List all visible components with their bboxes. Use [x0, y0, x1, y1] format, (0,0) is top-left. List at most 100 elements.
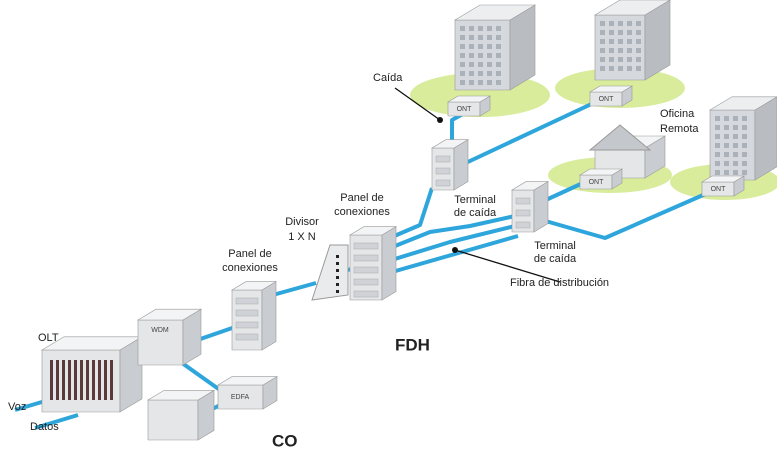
port-column — [110, 360, 113, 400]
ont-label: ONT — [711, 186, 727, 193]
splitter — [312, 245, 348, 300]
callout: Panel de — [340, 192, 383, 204]
window — [636, 48, 641, 53]
callout: Divisor — [285, 216, 319, 228]
port-column — [50, 360, 53, 400]
drop-terminal — [512, 182, 548, 232]
section-label: CO — [272, 431, 298, 450]
callout: conexiones — [222, 262, 278, 274]
ont: ONT — [702, 176, 744, 196]
window — [609, 57, 614, 62]
window — [715, 152, 720, 157]
window — [627, 66, 632, 71]
window — [733, 116, 738, 121]
port-column — [80, 360, 83, 400]
edfa: EDFA — [218, 377, 277, 409]
ont-label: ONT — [599, 96, 615, 103]
face — [534, 182, 548, 232]
slot — [236, 334, 258, 340]
window — [496, 71, 501, 76]
port-column — [62, 360, 65, 400]
ont-label: ONT — [457, 106, 473, 113]
callout: Terminal — [454, 194, 496, 206]
window — [636, 66, 641, 71]
slot — [354, 267, 378, 273]
drop-terminal — [432, 140, 468, 190]
ont: ONT — [590, 86, 632, 106]
window — [715, 116, 720, 121]
port-column — [92, 360, 95, 400]
callout: Panel de — [228, 248, 271, 260]
window — [627, 48, 632, 53]
splitter-port — [336, 262, 339, 265]
window — [724, 152, 729, 157]
window — [609, 39, 614, 44]
window — [733, 125, 738, 130]
window — [724, 161, 729, 166]
window — [609, 48, 614, 53]
building — [455, 5, 535, 90]
window — [478, 35, 483, 40]
device-label: EDFA — [231, 394, 250, 401]
window — [460, 62, 465, 67]
ont: ONT — [580, 169, 622, 189]
input-label: Datos — [30, 421, 59, 433]
face — [262, 282, 276, 350]
window — [715, 170, 720, 175]
callout: 1 X N — [288, 231, 316, 243]
window — [469, 62, 474, 67]
shape — [452, 247, 458, 253]
callout: Oficina — [660, 108, 695, 120]
window — [600, 21, 605, 26]
window — [715, 161, 720, 166]
splitter-port — [336, 255, 339, 258]
slot — [436, 168, 450, 174]
splitter-port — [336, 283, 339, 286]
slot — [354, 291, 378, 297]
window — [478, 26, 483, 31]
window — [733, 134, 738, 139]
window — [469, 71, 474, 76]
ont: ONT — [448, 96, 490, 116]
window — [742, 161, 747, 166]
window — [636, 21, 641, 26]
window — [724, 116, 729, 121]
window — [627, 21, 632, 26]
window — [733, 143, 738, 148]
port-column — [74, 360, 77, 400]
callout: de caída — [534, 253, 577, 265]
window — [469, 80, 474, 85]
shape — [437, 117, 443, 123]
callout: Fibra de distribución — [510, 277, 609, 289]
window — [487, 53, 492, 58]
window — [460, 71, 465, 76]
callout: de caída — [454, 207, 497, 219]
window — [600, 30, 605, 35]
port-column — [86, 360, 89, 400]
building — [595, 0, 670, 80]
window — [496, 35, 501, 40]
callout: Terminal — [534, 240, 576, 252]
window — [478, 53, 483, 58]
window — [487, 35, 492, 40]
window — [496, 44, 501, 49]
port-column — [56, 360, 59, 400]
olt — [42, 337, 142, 412]
face — [755, 97, 777, 180]
window — [469, 44, 474, 49]
window — [600, 66, 605, 71]
slot — [516, 198, 530, 204]
slot — [516, 222, 530, 228]
face — [148, 400, 198, 440]
window — [496, 26, 501, 31]
window — [460, 26, 465, 31]
window — [715, 143, 720, 148]
window — [600, 48, 605, 53]
wdm: WDM — [138, 309, 201, 365]
device-label: OLT — [38, 332, 59, 344]
slot — [236, 322, 258, 328]
window — [609, 66, 614, 71]
window — [618, 66, 623, 71]
window — [478, 71, 483, 76]
window — [496, 53, 501, 58]
